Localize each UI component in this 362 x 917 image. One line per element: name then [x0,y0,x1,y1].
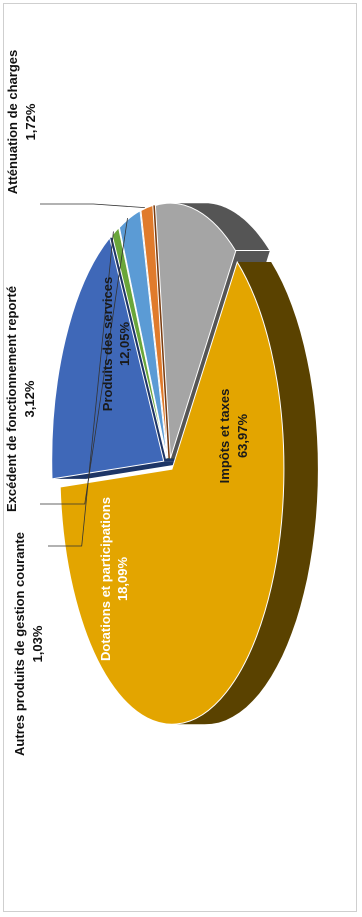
label-attenuation-value: 1,72% [23,103,38,140]
label-dotations-value: 18,09% [115,557,130,602]
slice-dotations [51,236,165,480]
label-autres-value: 1,03% [30,625,45,662]
slice-autres [111,226,167,459]
chart-frame: Impôts et taxes 63,97% Dotations et part… [3,3,357,912]
leader-line-autres [48,231,114,547]
label-autres-name: Autres produits de gestion courante [12,532,27,756]
label-excedent-value: 3,12% [22,380,37,417]
slice-side-impots [170,262,318,725]
slice-impots [59,260,285,725]
label-excedent-name: Excédent de fonctionnement reporté [4,286,19,512]
leader-line-attenuation [40,203,145,209]
pie-chart: Impôts et taxes 63,97% Dotations et part… [4,50,318,756]
slice-attenuation [140,204,169,459]
label-services-value: 12,05% [117,322,132,367]
slice-side-services [169,203,270,250]
slice-services [154,202,237,459]
label-impots-name: Impôts et taxes [217,389,232,484]
leader-lines [40,203,145,547]
label-attenuation-name: Atténuation de charges [5,50,20,194]
label-services-name: Produits des services [100,277,115,411]
leader-line-excedent [40,217,128,505]
label-impots-value: 63,97% [235,414,250,459]
slice-face-dotations-0 [52,461,198,479]
slice-excedent [118,210,168,459]
pie-top-layer [51,202,285,725]
label-dotations-name: Dotations et participations [98,497,113,661]
